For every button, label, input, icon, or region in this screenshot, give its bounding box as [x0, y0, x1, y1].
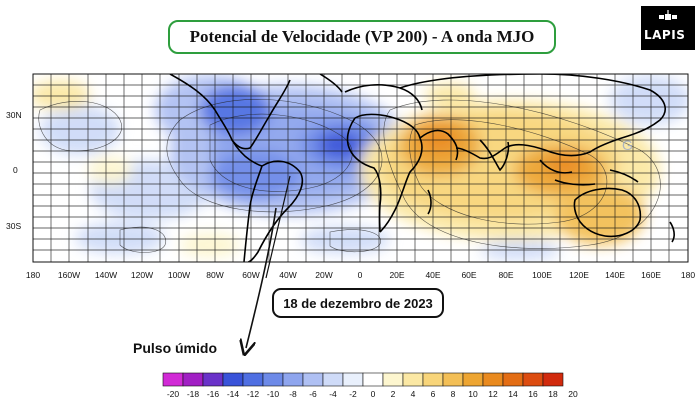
- colorbar-swatch: [222, 372, 244, 387]
- lon-label: 180: [26, 270, 40, 280]
- colorbar-label: 12: [488, 389, 498, 399]
- colorbar-swatch: [362, 372, 384, 387]
- colorbar-swatch: [182, 372, 204, 387]
- map-title-text: Potencial de Velocidade (VP 200) - A ond…: [189, 27, 535, 46]
- pulse-arrow: [246, 207, 277, 348]
- colorbar-swatch: [442, 372, 464, 387]
- colorbar-label: 16: [528, 389, 538, 399]
- satellite-icon: [659, 10, 677, 20]
- longitude-labels: 180 160W 140W 120W 100W 80W 60W 40W 20W …: [26, 270, 695, 280]
- colorbar-label: 4: [411, 389, 416, 399]
- colorbar-label: -10: [267, 389, 280, 399]
- colorbar-label: -20: [167, 389, 180, 399]
- colorbar-swatch: [162, 372, 184, 387]
- colorbar-swatch: [422, 372, 444, 387]
- date-label: 18 de dezembro de 2023: [283, 295, 433, 311]
- lon-label: 100E: [532, 270, 552, 280]
- colorbar-label: 6: [431, 389, 436, 399]
- lon-label: 20E: [389, 270, 404, 280]
- colorbar-swatch: [522, 372, 544, 387]
- colorbar-swatch: [302, 372, 324, 387]
- colorbar-swatch: [262, 372, 284, 387]
- date-label-box: 18 de dezembro de 2023: [272, 288, 444, 318]
- lat-label: 0: [13, 165, 18, 175]
- lon-label: 180: [681, 270, 695, 280]
- colorbar-swatch: [482, 372, 504, 387]
- map-frame: [32, 73, 689, 263]
- lon-label: 80W: [206, 270, 223, 280]
- colorbar: -20 -18 -16 -14 -12 -10 -8 -6 -4 -2 0 2 4 6 8 10 12 14 16 1…: [162, 372, 578, 399]
- colorbar-swatch: [282, 372, 304, 387]
- map-title: Potencial de Velocidade (VP 200) - A ond…: [168, 20, 556, 54]
- lon-label: 20W: [315, 270, 332, 280]
- map-watermark: G: [622, 137, 633, 153]
- colorbar-label: 18: [548, 389, 558, 399]
- colorbar-swatch: [382, 372, 404, 387]
- lon-label: 40E: [425, 270, 440, 280]
- colorbar-swatch: [402, 372, 424, 387]
- lon-label: 140W: [95, 270, 117, 280]
- colorbar-label: -12: [247, 389, 260, 399]
- map-field: G: [33, 74, 688, 262]
- lon-label: 60E: [461, 270, 476, 280]
- lat-label: 30N: [6, 110, 22, 120]
- colorbar-swatch: [202, 372, 224, 387]
- colorbar-swatch: [502, 372, 524, 387]
- colorbar-swatch: [542, 372, 564, 387]
- colorbar-label: -16: [207, 389, 220, 399]
- lon-label: 120E: [569, 270, 589, 280]
- logo-text: LAPIS: [644, 28, 686, 42]
- lon-label: 60W: [242, 270, 259, 280]
- colorbar-swatch: [242, 372, 264, 387]
- graticule: [33, 74, 688, 262]
- lon-label: 140E: [605, 270, 625, 280]
- lon-label: 0: [358, 270, 363, 280]
- colorbar-label: 2: [391, 389, 396, 399]
- lon-label: 120W: [131, 270, 153, 280]
- lon-label: 100W: [168, 270, 190, 280]
- colorbar-label: -4: [329, 389, 337, 399]
- colorbar-label: -14: [227, 389, 240, 399]
- colorbar-swatch: [322, 372, 344, 387]
- lapis-logo: LAPIS: [641, 6, 695, 50]
- colorbar-label: 14: [508, 389, 518, 399]
- pulse-label: Pulso úmido: [133, 340, 217, 356]
- colorbar-label: 10: [468, 389, 478, 399]
- colorbar-label: -8: [289, 389, 297, 399]
- colorbar-label: -6: [309, 389, 317, 399]
- lon-label: 160W: [58, 270, 80, 280]
- colorbar-swatch: [462, 372, 484, 387]
- lat-label: 30S: [6, 221, 21, 231]
- latitude-labels: 30N 0 30S: [6, 110, 22, 231]
- colorbar-label: -2: [349, 389, 357, 399]
- lon-label: 80E: [498, 270, 513, 280]
- colorbar-label: 20: [568, 389, 578, 399]
- annotation-arrow: [265, 175, 291, 279]
- colorbar-label: -18: [187, 389, 200, 399]
- colorbar-label: 8: [451, 389, 456, 399]
- lon-label: 40W: [279, 270, 296, 280]
- colorbar-swatch: [342, 372, 364, 387]
- colorbar-label: 0: [371, 389, 376, 399]
- lon-label: 160E: [641, 270, 661, 280]
